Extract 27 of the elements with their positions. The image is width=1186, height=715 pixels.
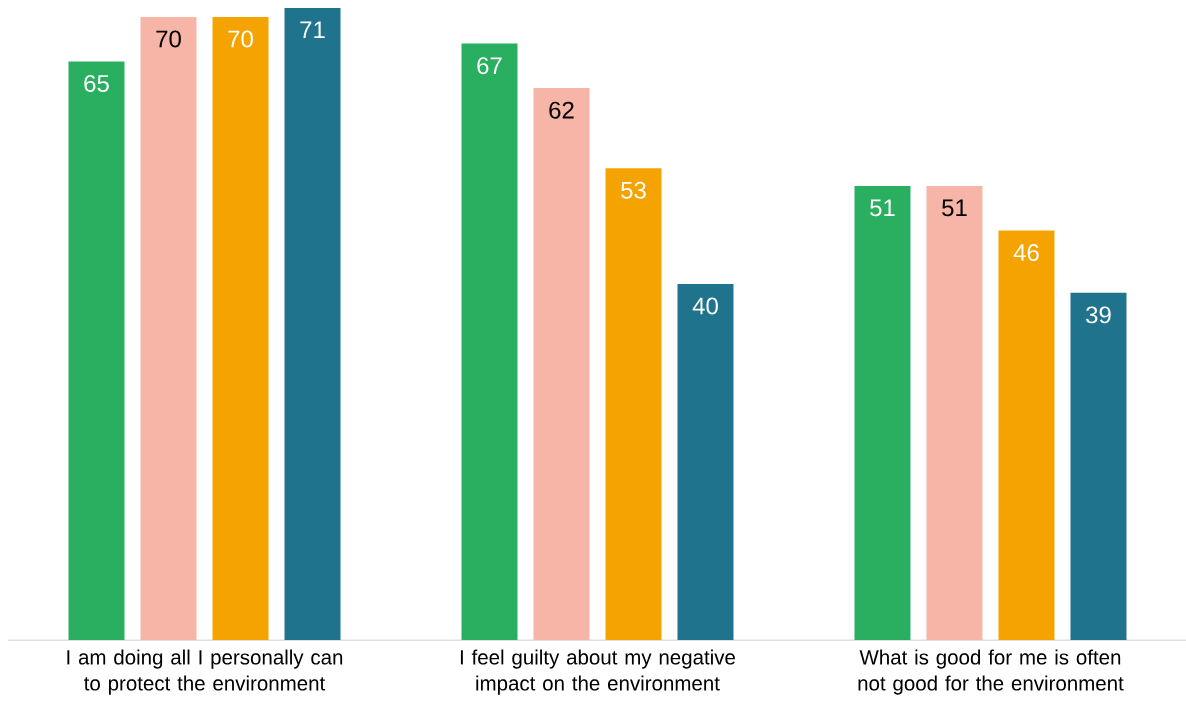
- data-label: 53: [621, 181, 646, 199]
- bar: [1070, 292, 1127, 640]
- x-tick-label: I am doing all I personally can to protect the environment: [67, 649, 343, 695]
- data-label: 40: [692, 297, 718, 315]
- data-label: 70: [156, 30, 181, 48]
- bar: [461, 43, 518, 640]
- bar: [998, 230, 1055, 640]
- bar: [677, 283, 734, 640]
- bar: [284, 7, 341, 640]
- data-label: 46: [1013, 244, 1039, 262]
- data-label: 67: [477, 57, 502, 75]
- data-label: 51: [870, 199, 895, 217]
- data-label: 65: [84, 74, 109, 92]
- bar: [68, 61, 125, 640]
- data-label: 70: [228, 30, 253, 48]
- data-label: 39: [1086, 306, 1111, 324]
- bar: [605, 168, 662, 640]
- data-label: 71: [300, 21, 325, 39]
- data-label: 51: [942, 199, 967, 217]
- data-label: 62: [549, 101, 574, 119]
- bar: [926, 186, 983, 640]
- bar: [533, 88, 590, 640]
- bar: [854, 186, 911, 640]
- bar: [212, 16, 269, 640]
- x-tick-label: I feel guilty about my negative impact on the environment: [460, 649, 735, 695]
- bar: [140, 16, 197, 640]
- x-tick-label: What is good for me is often not good for the environment: [858, 649, 1124, 695]
